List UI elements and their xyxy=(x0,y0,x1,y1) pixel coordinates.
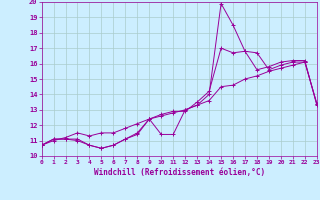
X-axis label: Windchill (Refroidissement éolien,°C): Windchill (Refroidissement éolien,°C) xyxy=(94,168,265,177)
